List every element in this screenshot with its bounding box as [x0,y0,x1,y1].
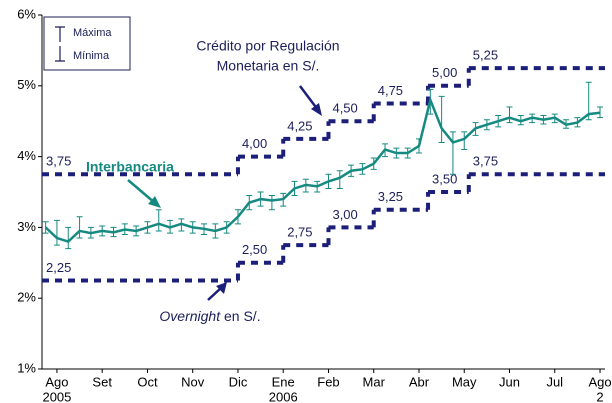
legend: Máxima Mínima [43,16,131,71]
step-label: 2,50 [242,242,267,257]
step-label: 2,25 [46,260,71,275]
error-bar [268,195,275,211]
arrow [127,179,156,204]
arrows [127,85,322,301]
y-tick-label: 4% [17,148,36,163]
x-year-label: 2 [596,389,603,403]
x-year-label: 2005 [42,389,71,403]
step-label: 4,50 [332,101,357,116]
y-tick-label: 2% [17,290,36,305]
annotation: Interbancaria [86,159,174,175]
x-tick-label: Feb [317,374,339,389]
step-label: 4,00 [242,136,267,151]
error-bar [461,131,468,151]
annotation: Overnight en S/. [159,308,260,324]
annotation: Crédito por Regulación [196,38,339,54]
annotation: Monetaria en S/. [217,58,320,74]
y-tick-label: 1% [17,360,36,375]
step-label: 3,25 [378,189,403,204]
step-label: 3,00 [332,207,357,222]
x-year-label: 2006 [269,389,298,403]
y-tick-label: 3% [17,219,36,234]
x-tick-label: Ago [588,374,611,389]
x-tick-label: Oct [137,374,158,389]
x-tick-label: Jul [546,374,563,389]
x-tick-label: Jun [499,374,520,389]
step-label: 3,75 [46,154,71,169]
error-bar [76,216,83,239]
x-tick-label: Dic [229,374,248,389]
x-tick-label: Ago [45,374,68,389]
step-label: 3,75 [473,154,498,169]
step-label: 2,75 [287,225,312,240]
error-bar [65,226,72,250]
legend-min-icon [55,46,65,62]
error-bar [438,95,445,143]
step-series: 3,75 4,00 4,25 4,50 4,75 5,00 5,25 [42,48,605,177]
x-tick-label: May [452,374,477,389]
step-label: 3,50 [432,171,457,186]
interbank-series [42,81,604,250]
y-tick-label: 6% [17,6,36,21]
x-tick-label: Nov [181,374,205,389]
step-label: 4,75 [378,83,403,98]
error-bar [155,209,162,232]
step-label: 5,00 [432,65,457,80]
legend-box [43,16,131,71]
annotation-part: Overnight [159,308,221,324]
error-bar [506,106,513,124]
step-label: 5,25 [473,48,498,63]
x-tick-label: Abr [409,374,430,389]
arrow-head [216,282,227,294]
error-bar [336,170,343,189]
error-bar [449,131,456,175]
x-tick-label: Set [92,374,112,389]
legend-max-icon [55,26,65,42]
legend-label: Máxima [73,27,112,39]
step-label: 4,25 [287,118,312,133]
error-bar [597,106,604,119]
error-bar [53,219,60,246]
x-tick-label: Ene [272,374,295,389]
legend-label: Mínima [73,50,110,62]
arrow-head [311,103,322,116]
interbank-line [44,95,601,243]
x-tick-label: Mar [363,374,386,389]
step-series: 2,25 2,50 2,75 3,00 3,25 3,50 3,75 [42,154,605,283]
arrow-head [148,196,161,208]
annotation-part: en S/. [224,308,261,324]
y-tick-label: 5% [17,77,36,92]
